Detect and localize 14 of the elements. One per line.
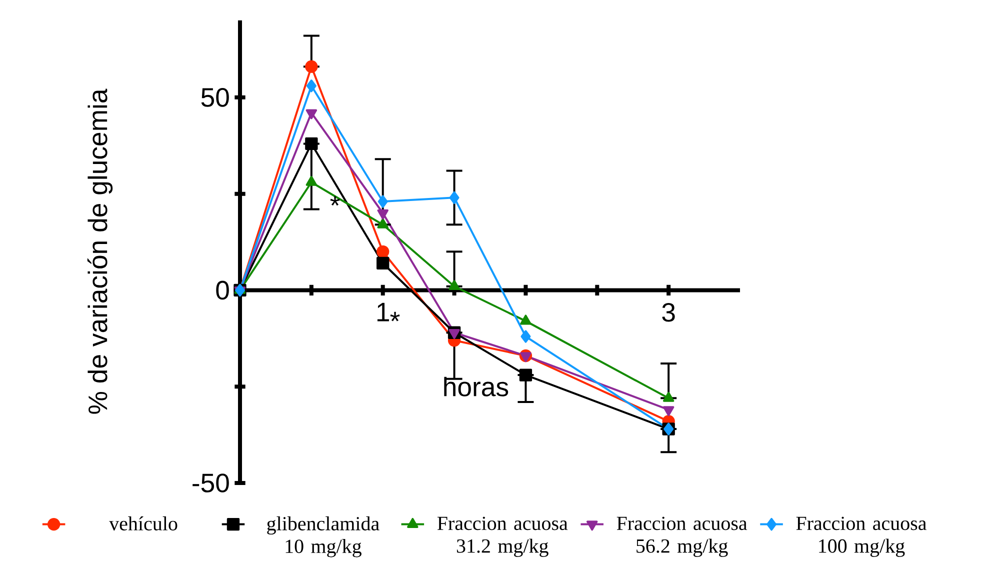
x-tick-label: 3 [662,302,675,322]
y-tick-label: -50 [192,474,229,492]
legend-label: Fraccion acuosa 56.2 mg/kg [616,516,748,557]
y-tick-label: 0 [216,280,229,300]
legend-label: Fraccion acuosa 31.2 mg/kg [437,516,568,557]
x-axis-title: horas [444,376,508,396]
legend-label: vehículo [109,516,178,530]
y-tick-label: 50 [201,88,229,107]
y-axis-title: % de variación de glucemia [87,88,113,414]
annotation: * [330,196,340,206]
legend-label: glibenclamida 10 mg/kg [267,516,380,558]
annotation: * [390,312,400,322]
legend-label: Fraccion acuosa 100 mg/kg [796,516,926,557]
x-tick-label: 1 [377,302,389,322]
